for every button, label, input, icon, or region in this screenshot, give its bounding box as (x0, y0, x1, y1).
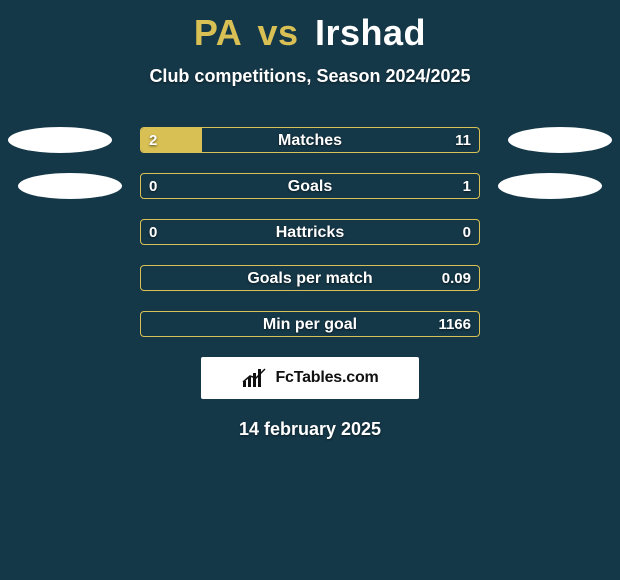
branding-box: FcTables.com (201, 357, 419, 399)
title-right: Irshad (315, 12, 426, 53)
title-left: PA (194, 12, 241, 53)
fctables-logo-icon (241, 367, 269, 389)
branding-text: FcTables.com (275, 369, 378, 387)
stat-label: Goals (141, 174, 479, 199)
page-title: PA vs Irshad (0, 0, 620, 54)
stat-value-right: 0 (463, 220, 471, 245)
stat-value-right: 0.09 (442, 266, 471, 291)
stats-chart: 2 Matches 11 0 Goals 1 0 Hattricks 0 (0, 127, 620, 337)
subtitle: Club competitions, Season 2024/2025 (0, 66, 620, 87)
stat-row: 0 Goals 1 (0, 173, 620, 199)
stat-value-left: 0 (149, 220, 157, 245)
stat-bar-track: 0 Goals 1 (140, 173, 480, 199)
stat-bar-track: 2 Matches 11 (140, 127, 480, 153)
stat-bar-track: 0 Hattricks 0 (140, 219, 480, 245)
stat-value-left: 0 (149, 174, 157, 199)
title-separator: vs (257, 12, 298, 53)
stat-row: 0 Hattricks 0 (0, 219, 620, 245)
stat-row: Goals per match 0.09 (0, 265, 620, 291)
comparison-card: PA vs Irshad Club competitions, Season 2… (0, 0, 620, 580)
stat-label: Min per goal (141, 312, 479, 337)
stat-label: Hattricks (141, 220, 479, 245)
stat-row: Min per goal 1166 (0, 311, 620, 337)
stat-row: 2 Matches 11 (0, 127, 620, 153)
stat-label: Goals per match (141, 266, 479, 291)
stat-value-right: 11 (455, 128, 471, 153)
stat-bar-left (141, 128, 202, 152)
stat-bar-track: Goals per match 0.09 (140, 265, 480, 291)
footer-date: 14 february 2025 (0, 419, 620, 440)
stat-value-right: 1166 (438, 312, 471, 337)
stat-bar-track: Min per goal 1166 (140, 311, 480, 337)
stat-value-right: 1 (463, 174, 471, 199)
